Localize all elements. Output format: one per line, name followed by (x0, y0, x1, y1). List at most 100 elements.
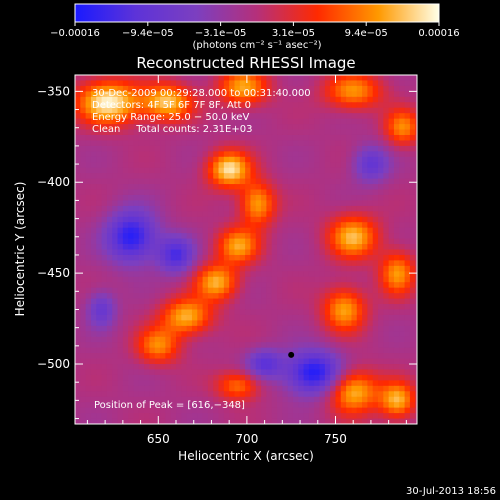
heatmap-cell (112, 353, 119, 360)
heatmap-cell (362, 162, 368, 169)
heatmap-cell (367, 227, 374, 234)
heatmap-cell (383, 113, 390, 120)
heatmap-cell (393, 129, 400, 136)
heatmap-cell (399, 271, 406, 278)
heatmap-cell (154, 347, 161, 354)
heatmap-cell (122, 134, 129, 142)
heatmap-cell (133, 391, 140, 398)
heatmap-cell (213, 140, 220, 147)
heatmap-cell (133, 75, 140, 82)
heatmap-cell (292, 418, 299, 424)
heatmap-cell (356, 276, 363, 283)
heatmap-cell (234, 102, 241, 109)
heatmap-cell (266, 102, 273, 109)
heatmap-cell (128, 140, 135, 147)
heatmap-cell (165, 233, 172, 240)
heatmap-cell (388, 254, 395, 262)
heatmap-cell (415, 287, 417, 294)
heatmap-cell (298, 304, 305, 311)
heatmap-cell (106, 145, 113, 152)
heatmap-cell (165, 140, 172, 147)
heatmap-cell (250, 91, 257, 98)
heatmap-cell (287, 331, 294, 338)
heatmap-cell (324, 325, 331, 332)
heatmap-cell (346, 140, 353, 147)
heatmap-cell (255, 194, 262, 202)
heatmap-cell (319, 276, 326, 283)
heatmap-cell (186, 385, 193, 392)
x-tick-label: 750 (324, 432, 347, 446)
heatmap-cell (170, 309, 177, 316)
heatmap-cell (223, 265, 230, 272)
heatmap-cell (229, 407, 236, 414)
heatmap-cell (255, 205, 262, 212)
heatmap-cell (234, 211, 241, 218)
heatmap-cell (165, 260, 172, 267)
heatmap-cell (308, 254, 315, 262)
heatmap-cell (239, 129, 246, 136)
heatmap-cell (117, 189, 124, 196)
heatmap-cell (223, 385, 230, 392)
heatmap-cell (106, 222, 113, 229)
heatmap-cell (154, 293, 161, 300)
heatmap-cell (144, 391, 151, 398)
heatmap-cell (378, 391, 384, 398)
heatmap-cell (282, 391, 289, 398)
heatmap-cell (165, 211, 172, 218)
heatmap-cell (202, 249, 209, 256)
heatmap-cell (85, 184, 92, 191)
heatmap-cell (250, 336, 257, 343)
heatmap-cell (101, 211, 108, 218)
heatmap-cell (229, 364, 236, 371)
heatmap-cell (234, 145, 241, 152)
heatmap-cell (213, 85, 220, 92)
heatmap-cell (144, 254, 151, 262)
heatmap-cell (250, 380, 257, 387)
heatmap-cell (303, 364, 310, 371)
heatmap-cell (287, 336, 294, 343)
heatmap-cell (340, 364, 347, 371)
heatmap-cell (250, 418, 257, 424)
heatmap-cell (112, 413, 119, 420)
heatmap-cell (213, 282, 220, 289)
heatmap-cell (138, 173, 145, 180)
heatmap-cell (303, 407, 310, 414)
heatmap-cell (277, 189, 283, 196)
heatmap-cell (324, 173, 331, 180)
heatmap-cell (229, 85, 236, 92)
heatmap-cell (234, 151, 241, 158)
heatmap-cell (170, 391, 177, 398)
heatmap-cell (96, 342, 103, 349)
heatmap-cell (218, 276, 225, 283)
heatmap-cell (165, 129, 172, 136)
heatmap-cell (80, 391, 87, 398)
heatmap-cell (415, 113, 417, 120)
heatmap-cell (330, 314, 337, 321)
heatmap-cell (356, 151, 363, 158)
heatmap-cell (138, 391, 145, 398)
heatmap-cell (239, 75, 246, 82)
heatmap-cell (80, 194, 87, 202)
heatmap-cell (261, 91, 267, 98)
heatmap-cell (255, 402, 262, 409)
heatmap-cell (266, 402, 273, 409)
heatmap-cell (378, 216, 384, 223)
heatmap-cell (223, 353, 230, 360)
heatmap-cell (234, 407, 241, 414)
heatmap-cell (303, 276, 310, 283)
heatmap-cell (122, 140, 129, 147)
heatmap-cell (277, 396, 283, 403)
heatmap-cell (340, 134, 347, 142)
heatmap-cell (207, 173, 214, 180)
heatmap-cell (404, 304, 411, 311)
heatmap-cell (314, 151, 321, 158)
heatmap-cell (191, 113, 198, 120)
heatmap-cell (351, 205, 358, 212)
heatmap-cell (191, 293, 198, 300)
heatmap-cell (388, 407, 395, 414)
heatmap-cell (324, 271, 331, 278)
heatmap-cell (90, 314, 97, 321)
heatmap-cell (393, 80, 400, 87)
heatmap-cell (176, 167, 182, 174)
heatmap-cell (197, 156, 204, 163)
